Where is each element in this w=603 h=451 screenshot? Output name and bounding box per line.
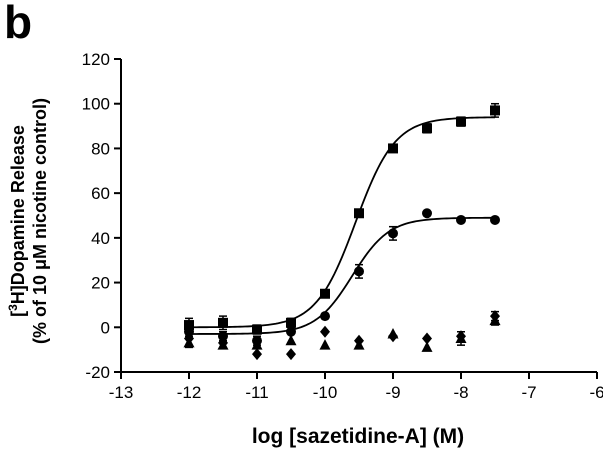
- square-marker: [252, 324, 262, 335]
- square-marker: [320, 288, 330, 299]
- y-tick-label: 100: [82, 95, 110, 114]
- square-marker: [388, 143, 398, 154]
- data-points: [183, 102, 501, 361]
- panel-label: b: [4, 0, 32, 48]
- x-tick-label: -8: [453, 383, 468, 402]
- x-tick-label: -10: [313, 383, 338, 402]
- triangle-marker: [421, 341, 433, 352]
- diamond-marker: [286, 348, 296, 361]
- square-marker: [456, 116, 466, 127]
- x-ticks: -13 -12 -11 -10 -9 -8 -7 -6: [109, 372, 603, 402]
- diamond-marker: [252, 348, 262, 361]
- y-tick-label: 80: [91, 139, 110, 158]
- x-tick-label: -9: [385, 383, 400, 402]
- x-axis-title: log [sazetidine-A] (M): [252, 425, 464, 448]
- diamond-marker: [456, 330, 466, 343]
- axes: -20 0 20 40 60 80 100 120 -13 -12 -11 -10 -9 -8 -7 -6: [82, 50, 603, 402]
- circle-marker: [490, 214, 500, 225]
- y-title-main: H]Dopamine Release: [8, 125, 28, 304]
- square-marker: [422, 123, 432, 134]
- diamond-marker: [388, 330, 398, 343]
- diamond-marker: [490, 310, 500, 323]
- y-axis-title: [3H]Dopamine Release (% of 10 μM nicotin…: [6, 98, 50, 344]
- circle-marker: [218, 331, 228, 342]
- x-tick-label: -13: [109, 383, 134, 402]
- y-tick-label: 0: [101, 318, 110, 337]
- square-marker: [490, 105, 500, 116]
- y-tick-label: 60: [91, 184, 110, 203]
- y-tick-label: 120: [82, 50, 110, 69]
- square-marker: [218, 317, 228, 328]
- y-ticks: -20 0 20 40 60 80 100 120: [82, 50, 121, 382]
- circle-marker: [354, 266, 364, 277]
- diamond-marker: [184, 332, 194, 345]
- y-title-bracket: [: [8, 311, 28, 317]
- x-tick-label: -6: [589, 383, 603, 402]
- y-tick-label: 20: [91, 274, 110, 293]
- triangle-marker: [285, 334, 297, 346]
- y-tick-label: 40: [91, 229, 110, 248]
- y-axis-title-line1: [3H]Dopamine Release: [6, 125, 28, 317]
- circle-marker: [456, 214, 466, 225]
- circle-marker: [422, 208, 432, 219]
- y-axis-title-line2: (% of 10 μM nicotine control): [30, 98, 50, 344]
- circle-marker: [184, 326, 194, 337]
- diamond-marker: [218, 336, 228, 349]
- fit-curves: [188, 116, 496, 335]
- fit-curve-square: [189, 116, 496, 329]
- y-tick-label: -20: [85, 363, 110, 382]
- x-tick-label: -7: [521, 383, 536, 402]
- fit-curve-circle: [188, 216, 495, 335]
- square-marker: [286, 317, 296, 328]
- square-marker: [354, 208, 364, 219]
- x-tick-label: -12: [177, 383, 202, 402]
- square-marker: [184, 320, 194, 331]
- diamond-marker: [354, 334, 364, 347]
- circle-marker: [320, 311, 330, 322]
- diamond-marker: [320, 325, 330, 338]
- circle-marker: [286, 326, 296, 337]
- x-tick-label: -11: [245, 383, 268, 402]
- diamond-marker: [422, 332, 432, 345]
- circle-marker: [388, 228, 398, 239]
- triangle-marker: [251, 339, 263, 350]
- y-title-superscript: 3: [6, 304, 20, 311]
- triangle-marker: [319, 339, 331, 350]
